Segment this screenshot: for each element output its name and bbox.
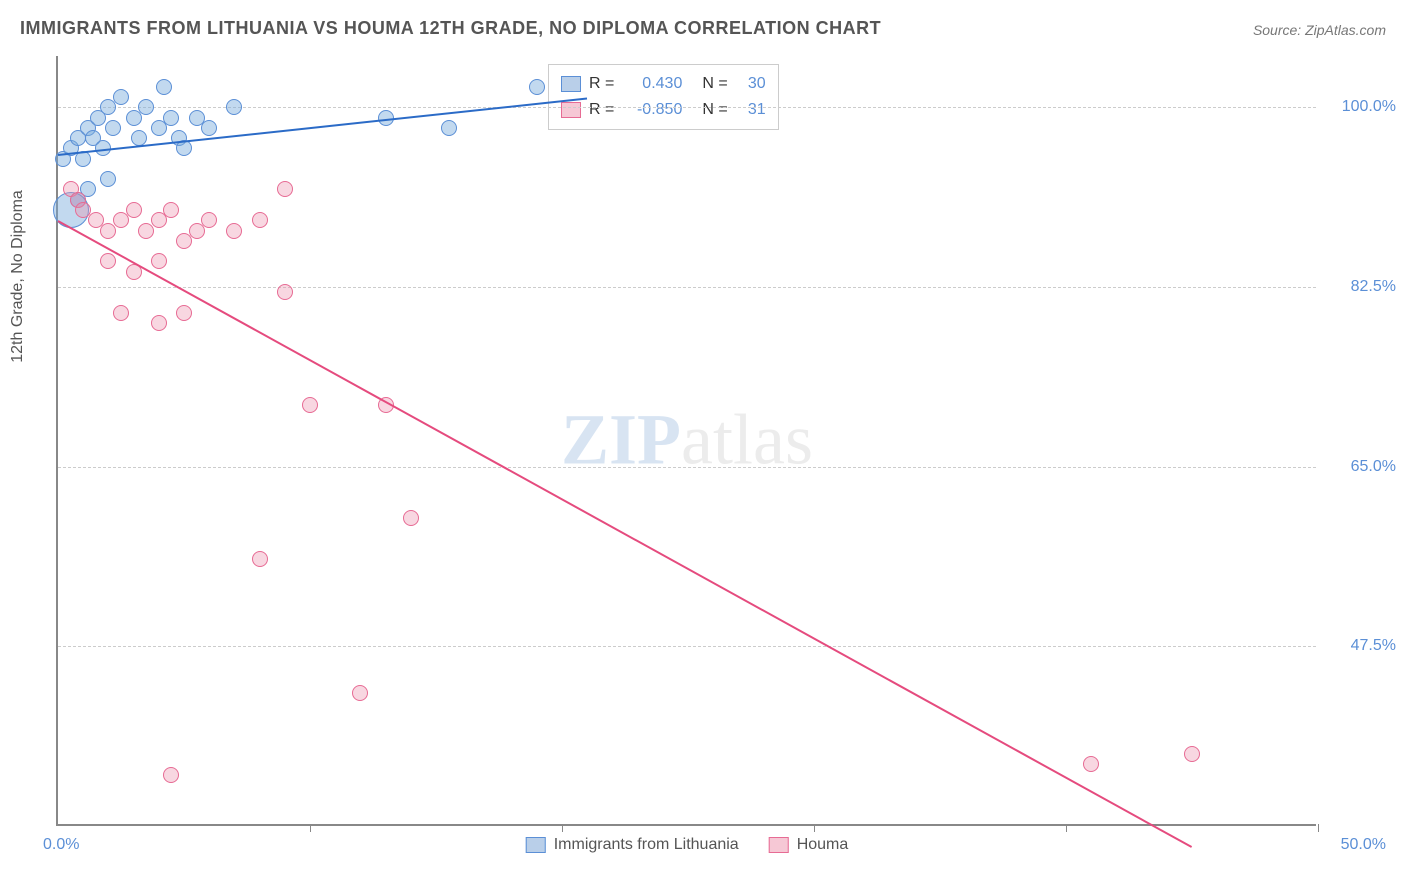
legend-row: R = -0.850 N = 31 [561, 97, 766, 123]
plot-area: ZIPatlas 0.0% 50.0% R =0.430N =30R =-0.8… [56, 56, 1316, 826]
data-point [126, 202, 142, 218]
data-point [105, 120, 121, 136]
data-point [156, 79, 172, 95]
legend-item: Houma [769, 836, 849, 854]
legend-n-label: N = [702, 75, 727, 93]
data-point [151, 315, 167, 331]
data-point [252, 551, 268, 567]
legend-label: Immigrants from Lithuania [554, 836, 739, 854]
gridline [58, 467, 1316, 468]
y-axis-title: 12th Grade, No Diploma [9, 190, 27, 363]
data-point [163, 767, 179, 783]
data-point [176, 305, 192, 321]
legend-r-label: R = [589, 101, 614, 119]
data-point [201, 212, 217, 228]
legend-r-value: -0.850 [622, 101, 682, 119]
x-tick [814, 824, 815, 832]
y-tick-label: 47.5% [1326, 637, 1396, 655]
gridline [58, 107, 1316, 108]
watermark: ZIPatlas [561, 399, 813, 482]
legend-r-label: R = [589, 75, 614, 93]
data-point [529, 79, 545, 95]
data-point [151, 253, 167, 269]
x-axis-min-label: 0.0% [43, 836, 79, 854]
legend-r-value: 0.430 [622, 75, 682, 93]
data-point [226, 223, 242, 239]
legend-swatch [561, 102, 581, 118]
data-point [113, 305, 129, 321]
data-point [277, 181, 293, 197]
y-tick-label: 82.5% [1326, 278, 1396, 296]
legend-item: Immigrants from Lithuania [526, 836, 739, 854]
x-tick [1318, 824, 1319, 832]
data-point [252, 212, 268, 228]
data-point [302, 397, 318, 413]
legend-label: Houma [797, 836, 849, 854]
data-point [113, 89, 129, 105]
data-point [163, 202, 179, 218]
data-point [226, 99, 242, 115]
data-point [100, 171, 116, 187]
source-attribution: Source: ZipAtlas.com [1253, 22, 1386, 38]
y-tick-label: 100.0% [1326, 98, 1396, 116]
y-tick-label: 65.0% [1326, 458, 1396, 476]
legend-swatch [526, 837, 546, 853]
gridline [58, 287, 1316, 288]
legend-n-value: 30 [736, 75, 766, 93]
data-point [1083, 756, 1099, 772]
data-point [138, 99, 154, 115]
legend-n-value: 31 [736, 101, 766, 119]
trend-line [58, 220, 1193, 848]
data-point [163, 110, 179, 126]
gridline [58, 646, 1316, 647]
chart-title: IMMIGRANTS FROM LITHUANIA VS HOUMA 12TH … [20, 18, 881, 39]
legend-n-label: N = [702, 101, 727, 119]
data-point [403, 510, 419, 526]
data-point [277, 284, 293, 300]
data-point [201, 120, 217, 136]
x-tick [562, 824, 563, 832]
legend-swatch [561, 76, 581, 92]
data-point [100, 253, 116, 269]
x-axis-max-label: 50.0% [1341, 836, 1386, 854]
x-tick [310, 824, 311, 832]
legend-row: R = 0.430 N = 30 [561, 71, 766, 97]
x-tick [1066, 824, 1067, 832]
chart-container: IMMIGRANTS FROM LITHUANIA VS HOUMA 12TH … [0, 0, 1406, 892]
data-point [441, 120, 457, 136]
data-point [1184, 746, 1200, 762]
data-point [352, 685, 368, 701]
series-legend: Immigrants from Lithuania Houma [526, 836, 849, 854]
legend-swatch [769, 837, 789, 853]
